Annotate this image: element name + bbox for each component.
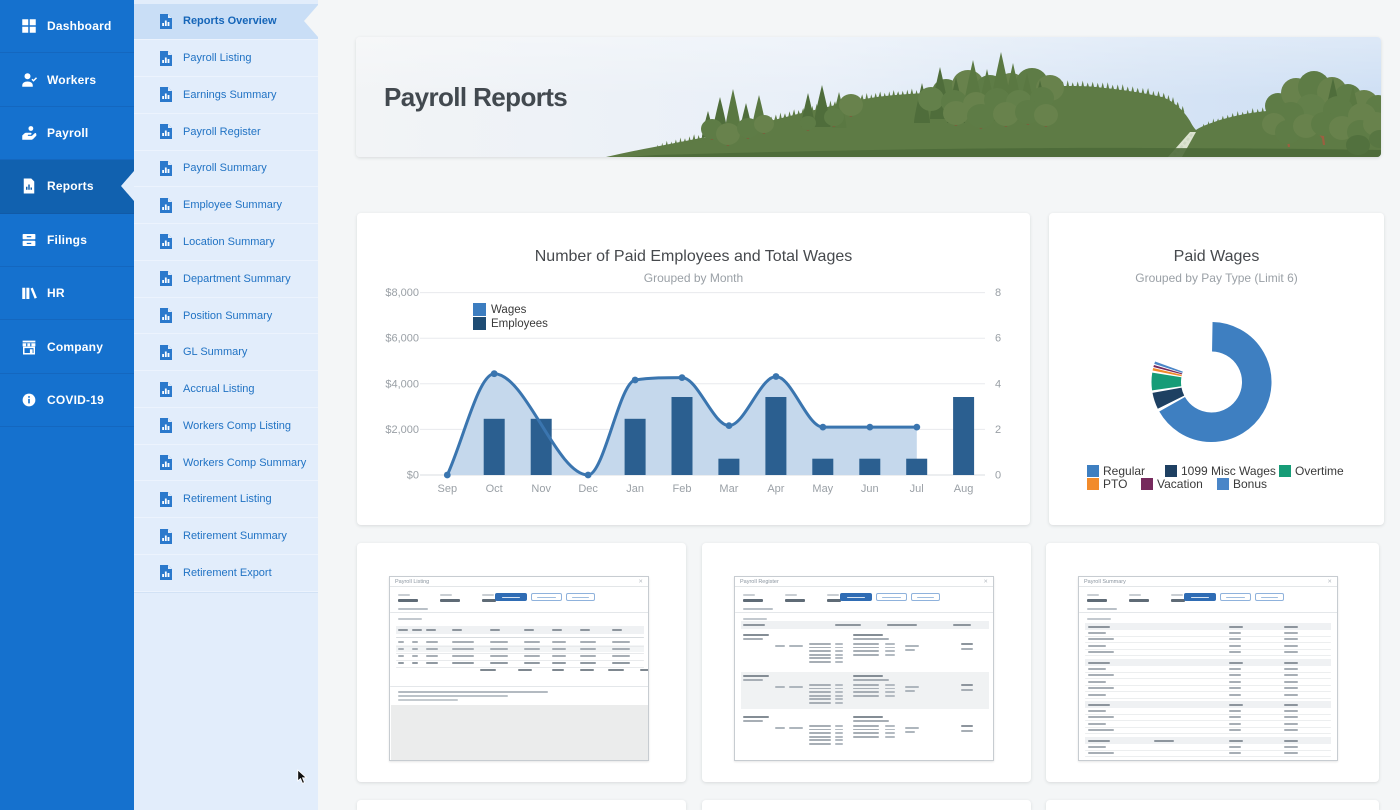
svg-text:Aug: Aug — [954, 483, 974, 495]
svg-text:Jan: Jan — [626, 483, 644, 495]
svg-text:$6,000: $6,000 — [385, 333, 419, 345]
svg-text:Apr: Apr — [767, 483, 784, 495]
svg-text:$8,000: $8,000 — [385, 287, 419, 299]
svg-text:Overtime: Overtime — [1295, 464, 1344, 478]
svg-text:6: 6 — [995, 333, 1001, 345]
svg-text:Regular: Regular — [1103, 464, 1145, 478]
svg-text:4: 4 — [995, 378, 1001, 390]
svg-text:8: 8 — [995, 287, 1001, 299]
svg-text:$0: $0 — [407, 470, 419, 482]
svg-text:Dec: Dec — [578, 483, 598, 495]
svg-text:$2,000: $2,000 — [385, 424, 419, 436]
svg-text:Employees: Employees — [491, 318, 548, 330]
svg-text:Jun: Jun — [861, 483, 879, 495]
svg-text:1099 Misc Wages: 1099 Misc Wages — [1181, 464, 1276, 478]
svg-text:Mar: Mar — [719, 483, 738, 495]
svg-text:Bonus: Bonus — [1233, 477, 1267, 491]
svg-text:Vacation: Vacation — [1157, 477, 1203, 491]
svg-text:Sep: Sep — [438, 483, 458, 495]
svg-text:Jul: Jul — [910, 483, 924, 495]
svg-text:Feb: Feb — [673, 483, 692, 495]
svg-text:Nov: Nov — [531, 483, 551, 495]
svg-text:Oct: Oct — [486, 483, 503, 495]
svg-text:$4,000: $4,000 — [385, 378, 419, 390]
svg-text:2: 2 — [995, 424, 1001, 436]
svg-text:PTO: PTO — [1103, 477, 1127, 491]
svg-text:Wages: Wages — [491, 304, 527, 316]
svg-text:May: May — [812, 483, 833, 495]
svg-text:0: 0 — [995, 470, 1001, 482]
